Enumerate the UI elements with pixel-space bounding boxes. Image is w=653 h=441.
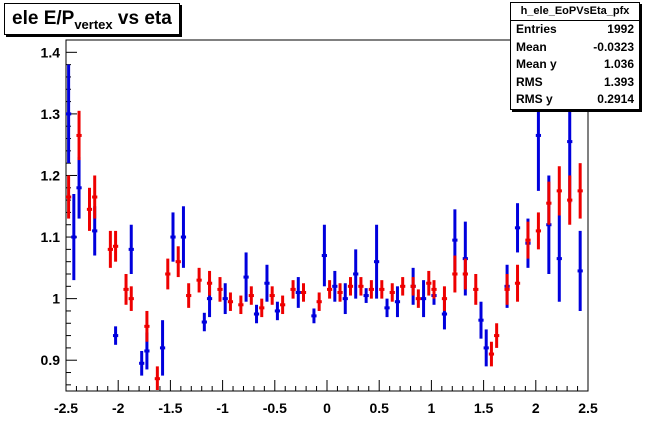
stats-histogram-name: h_ele_EoPVsEta_pfx (511, 3, 639, 21)
stats-row: RMS 1.393 (511, 74, 639, 92)
x-tick-label: 0 (323, 400, 331, 416)
x-tick-label: 1 (428, 400, 436, 416)
stats-value: -0.0323 (593, 39, 634, 54)
x-tick-label: -2 (112, 400, 125, 416)
stats-value: 1.393 (603, 74, 634, 89)
x-tick-label: -1 (216, 400, 229, 416)
stats-label: RMS y (516, 92, 553, 106)
title-suffix: vs eta (112, 8, 172, 29)
y-tick-label: 1.4 (41, 44, 61, 60)
chart-title: ele E/Pvertex vs eta (4, 3, 180, 35)
title-main: ele E/P (12, 8, 75, 29)
stats-row: RMS y 0.2914 (511, 91, 639, 109)
y-tick-label: 1.1 (41, 229, 61, 245)
stats-label: RMS (516, 74, 543, 89)
x-tick-label: 2 (532, 400, 540, 416)
stats-label: Entries (516, 22, 557, 36)
y-tick-label: 0.9 (41, 352, 61, 368)
stats-row: Mean y 1.036 (511, 56, 639, 74)
stats-value: 1992 (607, 22, 634, 36)
y-tick-label: 1.3 (41, 106, 61, 122)
x-tick-label: -1.5 (158, 400, 182, 416)
stats-row: Mean -0.0323 (511, 39, 639, 57)
x-tick-label: 2.5 (578, 400, 598, 416)
title-subscript: vertex (74, 17, 113, 32)
stats-label: Mean (516, 39, 547, 54)
x-tick-label: 0.5 (369, 400, 389, 416)
y-tick-label: 1 (52, 291, 60, 307)
x-tick-label: -2.5 (54, 400, 78, 416)
stats-value: 0.2914 (597, 92, 634, 106)
stats-box: h_ele_EoPVsEta_pfx Entries 1992 Mean -0.03… (510, 2, 640, 110)
stats-row: Entries 1992 (511, 21, 639, 39)
x-tick-label: 1.5 (474, 400, 494, 416)
y-tick-label: 1.2 (41, 167, 61, 183)
stats-value: 1.036 (603, 57, 634, 71)
stats-label: Mean y (516, 57, 557, 71)
x-tick-label: -0.5 (263, 400, 287, 416)
